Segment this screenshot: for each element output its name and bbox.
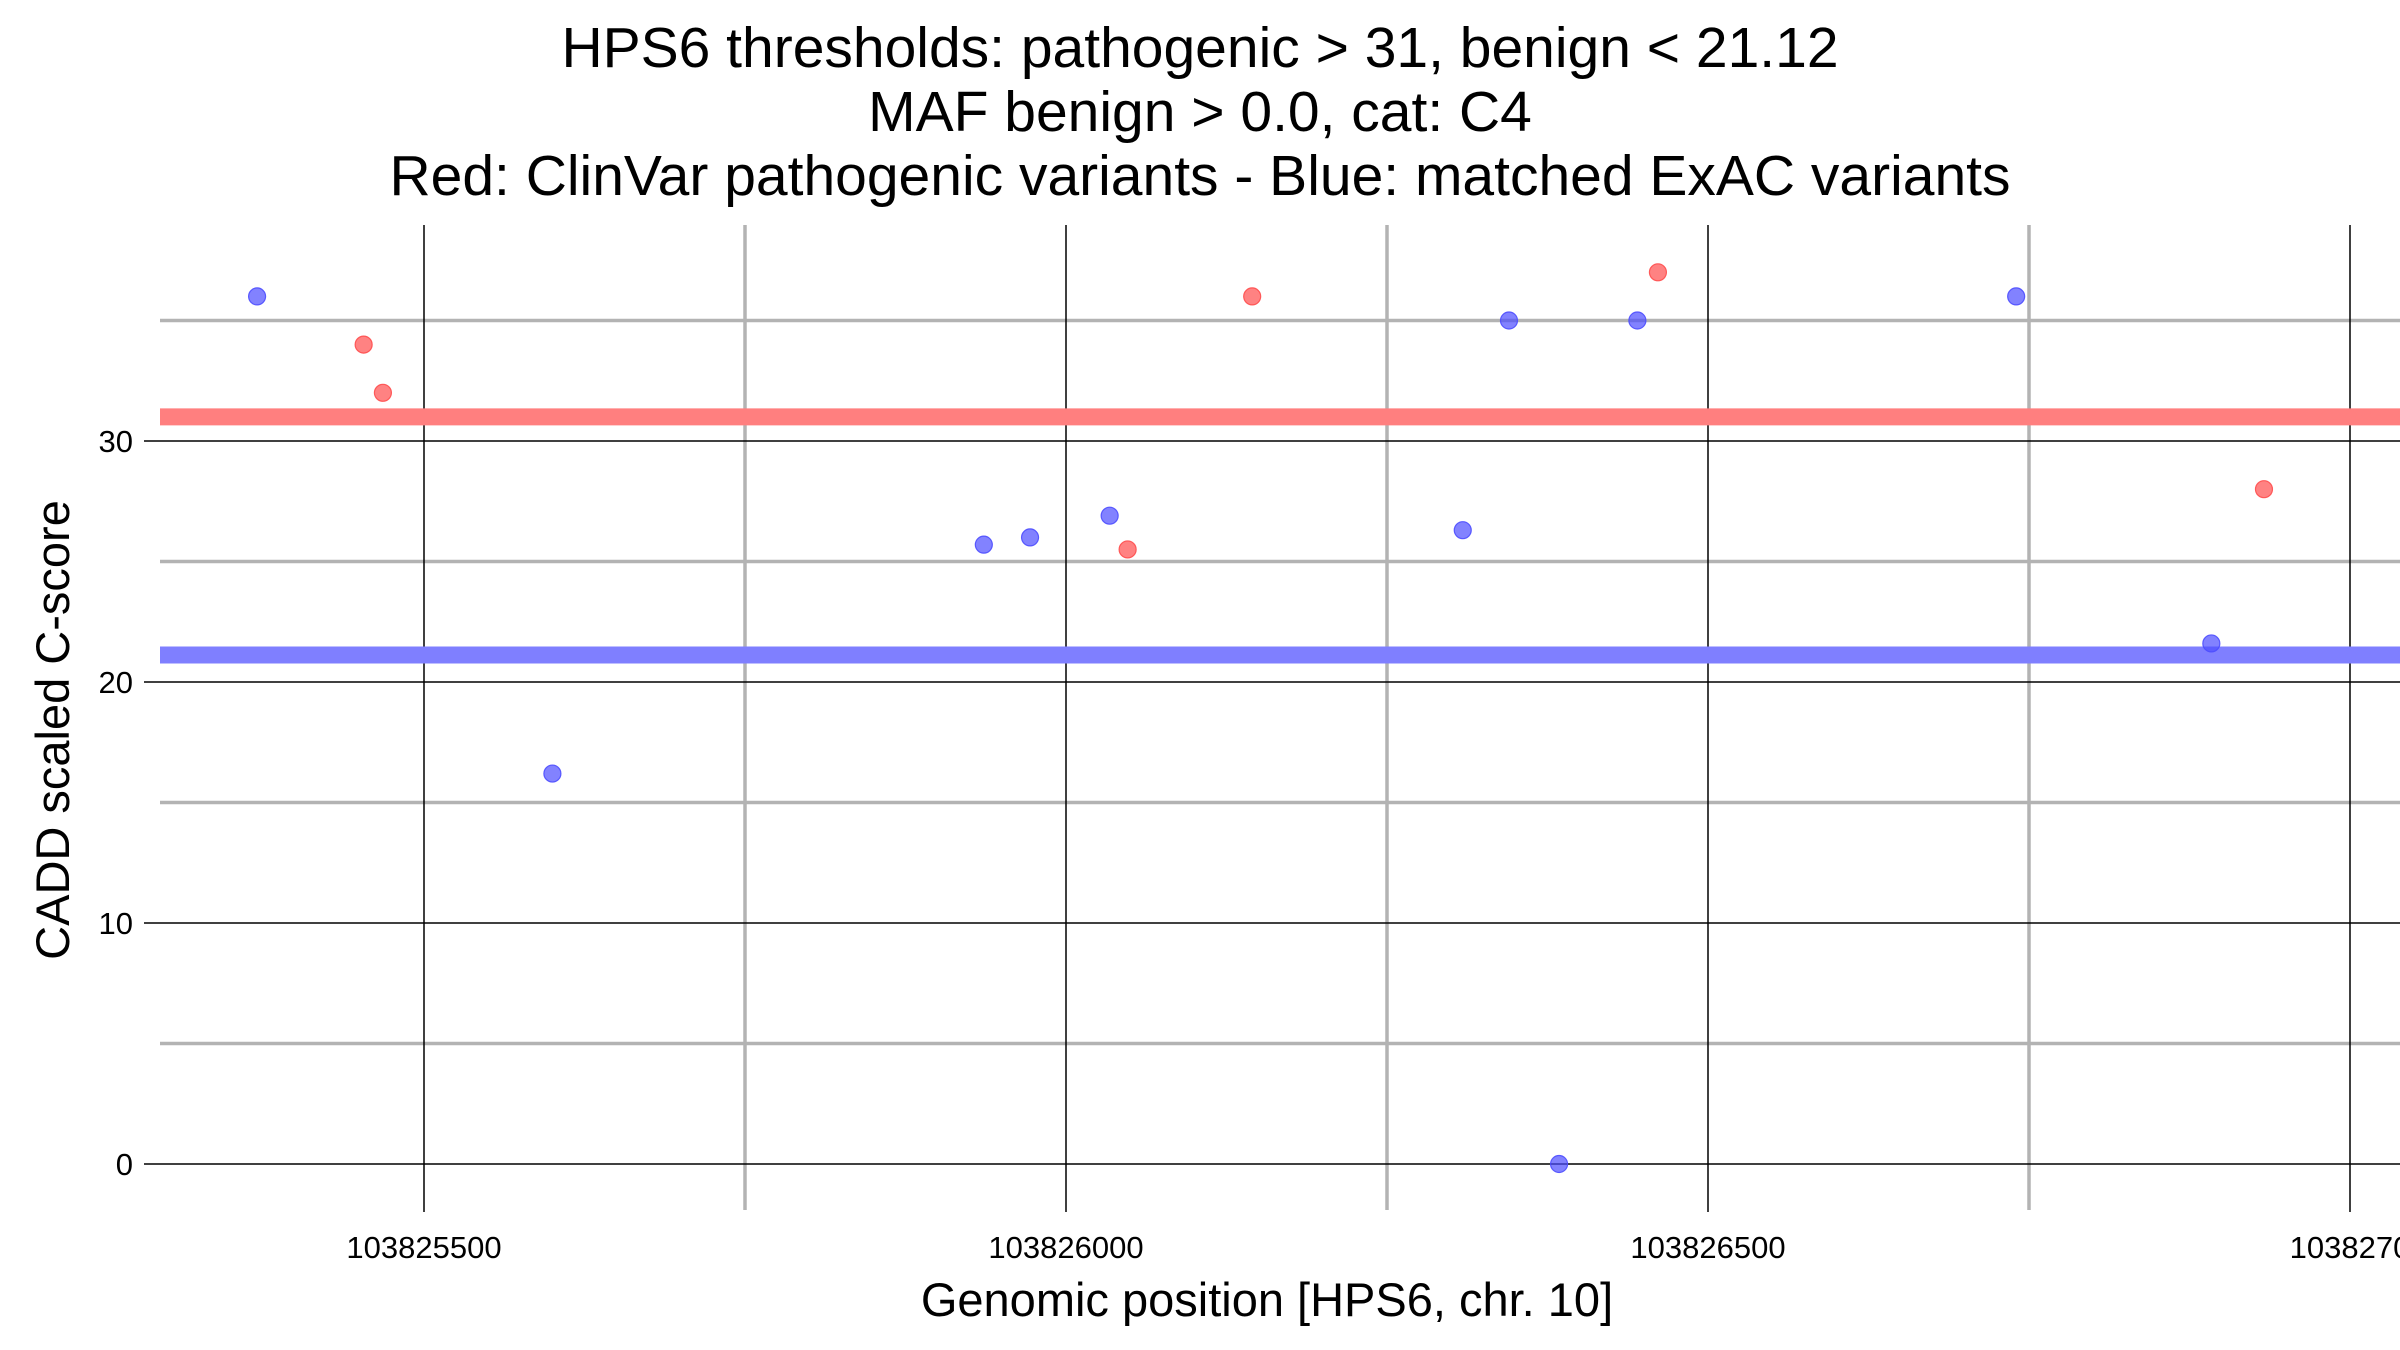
clinvar-pathogenic-point [1118, 540, 1137, 559]
exac-variant-point [1020, 528, 1040, 547]
clinvar-pathogenic-point [2254, 480, 2274, 499]
y-axis-tick-labels: 0 10 20 30 [99, 424, 133, 1182]
exac-variant-point [1628, 311, 1647, 330]
exac-variant-point [1453, 521, 1472, 540]
exac-variant-point [1100, 506, 1119, 525]
y-tick-label: 0 [116, 1147, 133, 1182]
minor-grid [160, 225, 2400, 1210]
major-grid [160, 225, 2400, 1200]
clinvar-pathogenic-point [354, 335, 373, 354]
x-tick-label: 1038270 [2290, 1230, 2400, 1265]
y-tick-label: 20 [99, 665, 133, 700]
chart-title-line-2: MAF benign > 0.0, cat: C4 [868, 80, 1532, 144]
clinvar-pathogenic-point [1243, 287, 1262, 306]
exac-variant-point [2202, 634, 2221, 653]
y-axis-title: CADD scaled C-score [26, 500, 79, 960]
x-tick-label: 103826500 [1630, 1230, 1785, 1265]
exac-variant-point [1499, 311, 1519, 330]
exac-variant-point [2007, 287, 2026, 306]
data-points [247, 263, 2274, 1174]
x-axis-tick-labels: 103825500 103826000 103826500 1038270 [346, 1230, 2400, 1265]
y-tick-label: 30 [99, 424, 133, 459]
axis-ticks [144, 440, 2351, 1212]
clinvar-pathogenic-point [1648, 263, 1668, 282]
exac-variant-point [1549, 1154, 1569, 1174]
chart-title-line-1: HPS6 thresholds: pathogenic > 31, benign… [561, 16, 1839, 80]
y-tick-label: 10 [99, 906, 133, 941]
threshold-lines [160, 408, 2400, 664]
chart-title-line-3: Red: ClinVar pathogenic variants - Blue:… [389, 144, 2011, 208]
clinvar-pathogenic-point [373, 383, 393, 402]
x-tick-label: 103826000 [988, 1230, 1143, 1265]
exac-variant-point [543, 764, 562, 783]
exac-variant-point [247, 287, 267, 306]
x-tick-label: 103825500 [346, 1230, 501, 1265]
exac-variant-point [974, 535, 993, 554]
x-axis-title: Genomic position [HPS6, chr. 10] [921, 1273, 1613, 1326]
